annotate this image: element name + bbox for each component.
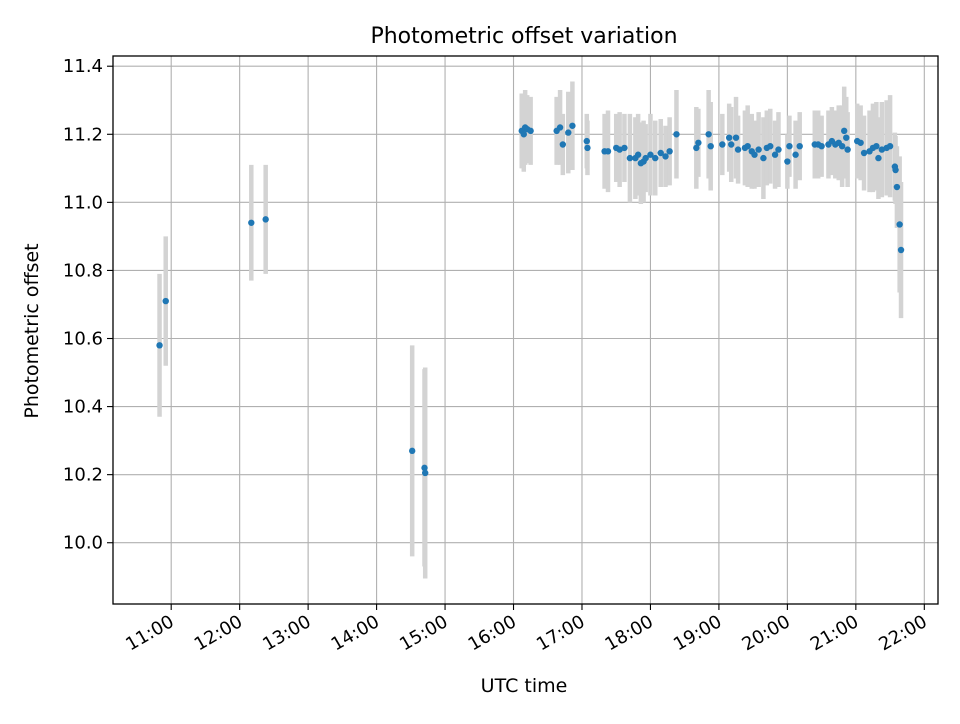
data-point <box>818 142 825 150</box>
data-point <box>892 166 899 174</box>
data-point <box>896 221 903 228</box>
data-point <box>565 129 572 136</box>
data-point <box>642 154 649 162</box>
data-point <box>162 297 169 305</box>
data-point <box>583 137 590 145</box>
data-point <box>767 142 774 150</box>
data-point <box>792 151 799 158</box>
y-tick-label: 10.2 <box>63 465 103 486</box>
y-tick-label: 10.0 <box>63 533 103 554</box>
y-axis-ticks: 10.0 10.2 10.4 10.6 10.8 11.0 11.2 11.4 <box>63 56 113 554</box>
data-point <box>838 142 846 150</box>
data-point <box>657 149 664 157</box>
data-point <box>695 139 702 146</box>
data-point <box>751 151 758 158</box>
data-point <box>693 144 700 152</box>
data-points <box>156 122 905 477</box>
data-point <box>634 151 642 158</box>
data-point <box>569 122 576 129</box>
data-point <box>897 246 905 254</box>
data-point <box>520 131 527 138</box>
x-axis-label: UTC time <box>481 675 568 697</box>
data-point <box>744 142 751 150</box>
data-point <box>604 148 612 155</box>
data-point <box>844 146 851 153</box>
data-point <box>775 146 782 153</box>
data-point <box>421 469 429 477</box>
data-point <box>755 146 762 153</box>
data-point <box>875 154 882 162</box>
y-tick-label: 11.4 <box>63 56 103 77</box>
y-tick-label: 10.6 <box>63 329 103 350</box>
data-point <box>421 464 428 472</box>
data-point <box>527 127 534 135</box>
data-point <box>673 131 680 138</box>
data-point <box>626 154 634 162</box>
data-point <box>786 142 793 150</box>
data-point <box>728 141 735 148</box>
data-point <box>621 144 628 152</box>
data-point <box>860 149 868 157</box>
data-point <box>784 158 791 165</box>
y-tick-label: 11.0 <box>63 192 103 213</box>
data-point <box>893 183 901 191</box>
data-point <box>248 219 255 226</box>
data-point <box>796 142 803 150</box>
data-point <box>156 342 163 349</box>
data-point <box>647 151 654 158</box>
data-point <box>841 127 848 135</box>
data-point <box>857 139 864 146</box>
data-point <box>732 134 740 141</box>
data-point <box>705 131 712 138</box>
chart-title: Photometric offset variation <box>370 24 677 49</box>
data-point <box>873 142 880 150</box>
data-point <box>843 134 850 141</box>
data-point <box>559 141 567 148</box>
plot-frame <box>112 55 939 605</box>
y-tick-label: 10.4 <box>63 397 103 418</box>
data-point <box>408 447 416 455</box>
data-point <box>584 144 591 152</box>
data-point <box>725 134 733 141</box>
data-point <box>734 146 742 153</box>
data-point <box>556 124 564 131</box>
y-tick-label: 10.8 <box>63 260 103 281</box>
data-point <box>262 216 269 223</box>
y-axis-label: Photometric offset <box>21 243 43 418</box>
data-point <box>719 141 726 148</box>
data-point <box>707 142 714 150</box>
data-point <box>886 142 894 150</box>
data-point <box>666 148 673 155</box>
data-point <box>652 154 659 162</box>
data-point <box>760 154 767 162</box>
data-point <box>771 151 779 158</box>
data-point <box>662 153 669 160</box>
y-tick-label: 11.2 <box>63 124 103 145</box>
